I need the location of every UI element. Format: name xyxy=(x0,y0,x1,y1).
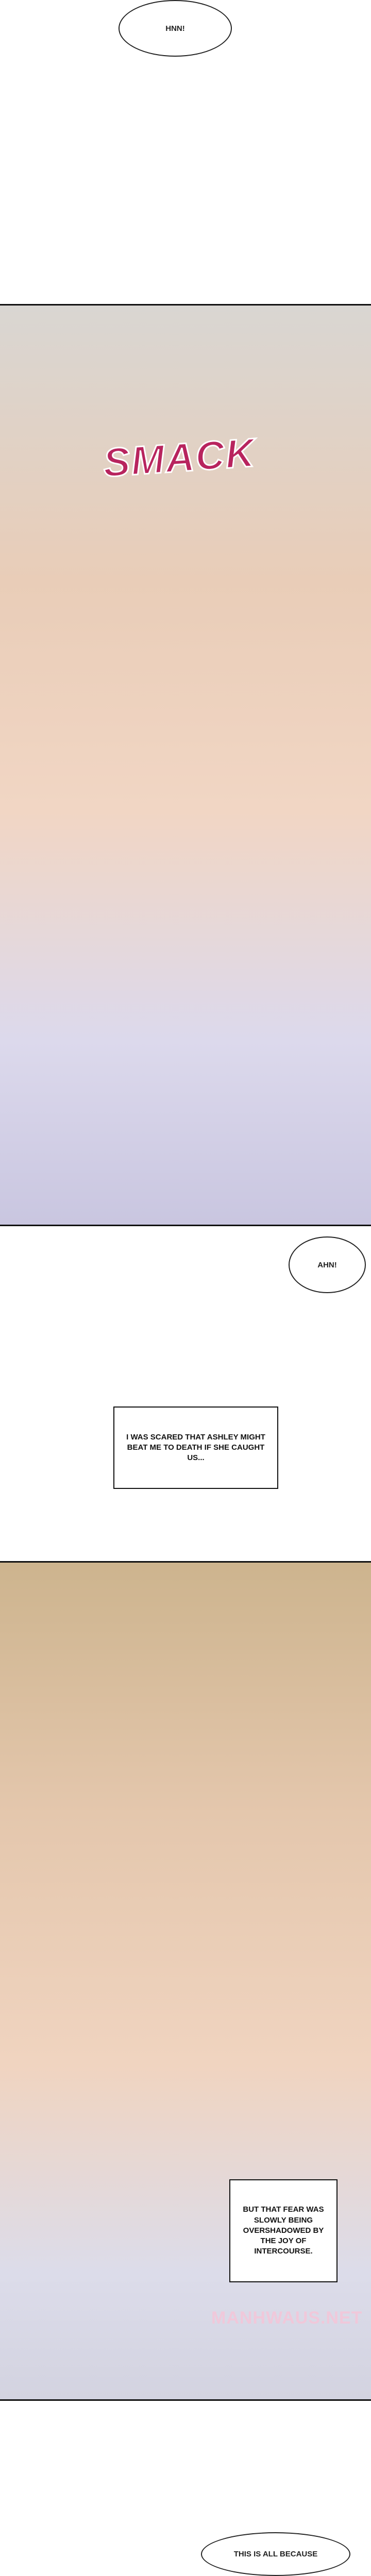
narration-text: I WAS SCARED THAT ASHLEY MIGHT BEAT ME T… xyxy=(126,1432,265,1463)
bubble-text: THIS IS ALL BECAUSE xyxy=(233,2550,318,2558)
speech-bubble-bottom: THIS IS ALL BECAUSE xyxy=(201,2532,350,2576)
speech-bubble-hnn: HNN! xyxy=(119,0,232,57)
comic-panel-1: SMACK xyxy=(0,304,371,1226)
speech-bubble-ahn: AHN! xyxy=(289,1236,366,1293)
bubble-text: AHN! xyxy=(317,1260,337,1269)
narration-box-2: BUT THAT FEAR WAS SLOWLY BEING OVERSHADO… xyxy=(229,2179,338,2282)
sound-effect: SMACK xyxy=(101,429,258,486)
watermark: MANHWAUS.NET xyxy=(211,2308,363,2328)
bubble-text: HNN! xyxy=(165,24,185,33)
narration-box-1: I WAS SCARED THAT ASHLEY MIGHT BEAT ME T… xyxy=(113,1406,278,1489)
narration-text: BUT THAT FEAR WAS SLOWLY BEING OVERSHADO… xyxy=(243,2205,324,2256)
